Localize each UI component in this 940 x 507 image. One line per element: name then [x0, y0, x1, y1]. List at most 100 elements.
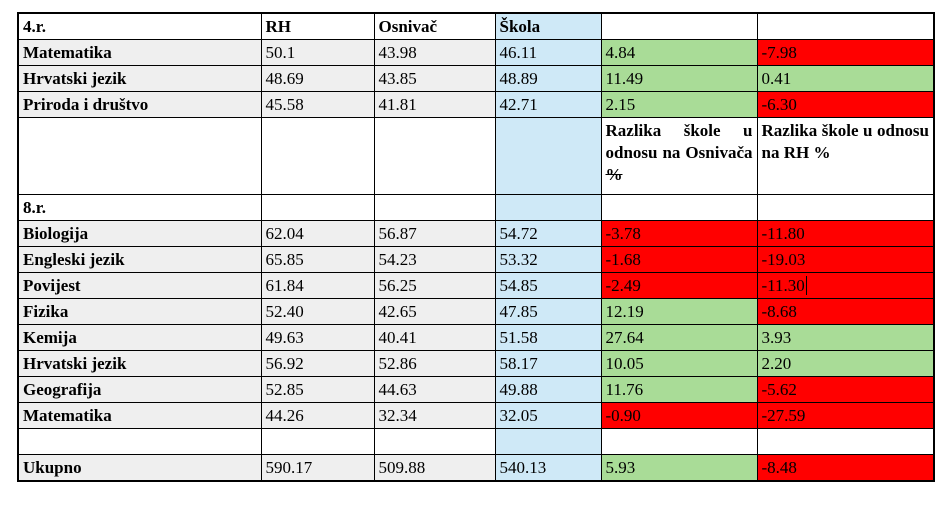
col-skola-header: Škola: [494, 12, 602, 40]
empty-cell: [373, 428, 496, 455]
diff-osnivac-cell: 5.93: [600, 454, 758, 482]
empty-cell: [260, 194, 375, 221]
table-row: Ukupno 590.17 509.88 540.13 5.93 -8.48: [17, 454, 935, 482]
rh-value-cell: 65.85: [260, 246, 375, 273]
subject-cell: Hrvatski jezik: [17, 65, 262, 92]
diff-rh-label: Razlika škole u odnosu na RH %: [761, 121, 930, 162]
text-cursor-value: -11.30: [761, 276, 807, 295]
diff-rh-cell: 2.20: [756, 350, 935, 377]
diff-osnivac-cell: 11.76: [600, 376, 758, 403]
empty-cell: [373, 194, 496, 221]
diff-osnivac-cell: -2.49: [600, 272, 758, 299]
osnivac-value-cell: 509.88: [373, 454, 496, 482]
empty-cell: [17, 428, 262, 455]
diff-osnivac-cell: 4.84: [600, 39, 758, 66]
osnivac-value-cell: 43.85: [373, 65, 496, 92]
empty-cell: [17, 117, 262, 195]
skola-value-cell: 42.71: [494, 91, 602, 118]
rh-value-cell: 61.84: [260, 272, 375, 299]
skola-value-cell: 32.05: [494, 402, 602, 429]
grade-8-label: 8.r.: [17, 194, 262, 221]
spacer-row: [17, 428, 935, 455]
empty-cell: [494, 194, 602, 221]
subject-cell: Fizika: [17, 298, 262, 325]
table-row: Biologija 62.04 56.87 54.72 -3.78 -11.80: [17, 220, 935, 247]
osnivac-value-cell: 54.23: [373, 246, 496, 273]
subject-cell: Ukupno: [17, 454, 262, 482]
diff-osnivac-header-text: Razlika škole u odnosu na Osnivača %: [606, 120, 753, 186]
osnivac-value-cell: 40.41: [373, 324, 496, 351]
diff-osnivac-cell: -0.90: [600, 402, 758, 429]
rh-value-cell: 52.85: [260, 376, 375, 403]
diff-rh-cell: -11.80: [756, 220, 935, 247]
table-row: Engleski jezik 65.85 54.23 53.32 -1.68 -19.03: [17, 246, 935, 273]
osnivac-value-cell: 32.34: [373, 402, 496, 429]
skola-value-cell: 58.17: [494, 350, 602, 377]
rh-value-cell: 50.1: [260, 39, 375, 66]
rh-value-cell: 49.63: [260, 324, 375, 351]
empty-cell: [600, 12, 758, 40]
table-row: Hrvatski jezik 48.69 43.85 48.89 11.49 0.41: [17, 65, 935, 92]
grade-4-label: 4.r.: [17, 12, 262, 40]
rh-value-cell: 56.92: [260, 350, 375, 377]
grade-8-row: 8.r.: [17, 194, 935, 221]
empty-cell: [373, 117, 496, 195]
table-row: Geografija 52.85 44.63 49.88 11.76 -5.62: [17, 376, 935, 403]
table-row: Povijest 61.84 56.25 54.85 -2.49 -11.30: [17, 272, 935, 299]
rh-value-cell: 62.04: [260, 220, 375, 247]
rh-value-cell: 48.69: [260, 65, 375, 92]
skola-value-cell: 51.58: [494, 324, 602, 351]
header-row: 4.r. RH Osnivač Škola: [17, 12, 935, 40]
table-row: Kemija 49.63 40.41 51.58 27.64 3.93: [17, 324, 935, 351]
skola-value-cell: 54.85: [494, 272, 602, 299]
table-row: Priroda i društvo 45.58 41.81 42.71 2.15 -6.3…: [17, 91, 935, 118]
diff-osnivac-cell: 11.49: [600, 65, 758, 92]
rh-value-cell: 44.26: [260, 402, 375, 429]
diff-rh-cell: -5.62: [756, 376, 935, 403]
osnivac-value-cell: 44.63: [373, 376, 496, 403]
diff-osnivac-cell: -3.78: [600, 220, 758, 247]
empty-cell: [260, 428, 375, 455]
skola-value-cell: 47.85: [494, 298, 602, 325]
rh-value-cell: 52.40: [260, 298, 375, 325]
diff-osnivac-cell: 2.15: [600, 91, 758, 118]
osnivac-value-cell: 41.81: [373, 91, 496, 118]
osnivac-value-cell: 52.86: [373, 350, 496, 377]
table-row: Matematika 44.26 32.34 32.05 -0.90 -27.59: [17, 402, 935, 429]
subject-cell: Geografija: [17, 376, 262, 403]
diff-rh-cell: -7.98: [756, 39, 935, 66]
diff-rh-cell: 3.93: [756, 324, 935, 351]
diff-rh-cell: -8.68: [756, 298, 935, 325]
skola-value-cell: 49.88: [494, 376, 602, 403]
diff-rh-cell: 0.41: [756, 65, 935, 92]
struck-percent-sign: %: [605, 165, 623, 184]
diff-rh-cell: -27.59: [756, 402, 935, 429]
empty-cell: [494, 117, 602, 195]
table-row: Fizika 52.40 42.65 47.85 12.19 -8.68: [17, 298, 935, 325]
osnivac-value-cell: 43.98: [373, 39, 496, 66]
skola-value-cell: 540.13: [494, 454, 602, 482]
diff-rh-header: Razlika škole u odnosu na RH %: [756, 117, 935, 195]
empty-cell: [494, 428, 602, 455]
diff-osnivac-cell: 10.05: [600, 350, 758, 377]
diff-osnivac-header: Razlika škole u odnosu na Osnivača %: [600, 117, 758, 195]
results-table: 4.r. RH Osnivač Škola Matematika 50.1 43.9…: [17, 12, 935, 482]
empty-cell: [756, 428, 935, 455]
results-table-container: 4.r. RH Osnivač Škola Matematika 50.1 43.9…: [17, 12, 935, 482]
col-osnivac-header: Osnivač: [373, 12, 496, 40]
diff-rh-cell: -19.03: [756, 246, 935, 273]
diff-rh-cell: -11.30: [756, 272, 935, 299]
subject-cell: Povijest: [17, 272, 262, 299]
empty-cell: [260, 117, 375, 195]
osnivac-value-cell: 42.65: [373, 298, 496, 325]
subject-cell: Matematika: [17, 39, 262, 66]
skola-value-cell: 54.72: [494, 220, 602, 247]
diff-rh-cell: -8.48: [756, 454, 935, 482]
diff-osnivac-label: Razlika škole u odnosu na Osnivača: [605, 121, 753, 162]
osnivac-value-cell: 56.87: [373, 220, 496, 247]
table-row: Hrvatski jezik 56.92 52.86 58.17 10.05 2.20: [17, 350, 935, 377]
empty-cell: [600, 428, 758, 455]
subject-cell: Kemija: [17, 324, 262, 351]
diff-osnivac-cell: -1.68: [600, 246, 758, 273]
subject-cell: Engleski jezik: [17, 246, 262, 273]
